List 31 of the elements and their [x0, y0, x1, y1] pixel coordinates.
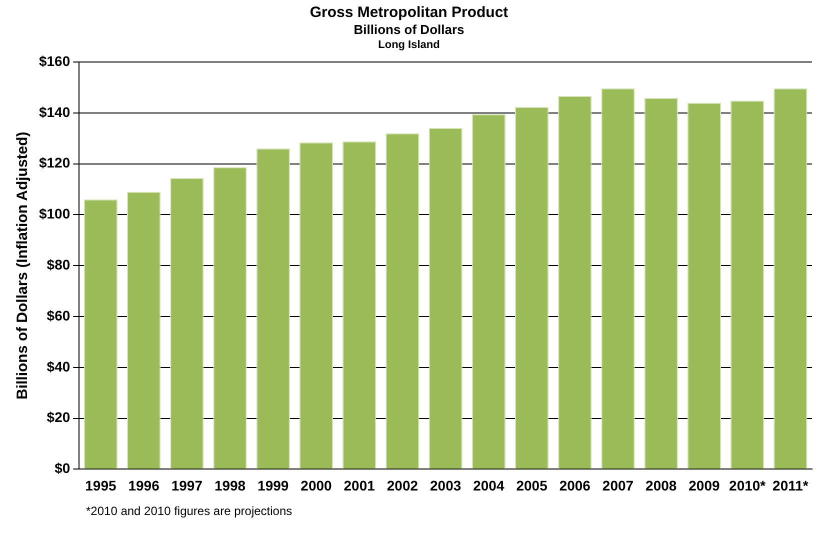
y-tick-label: $80	[46, 256, 70, 272]
x-tick-label: 2008	[646, 477, 677, 494]
y-tick-label: $60	[46, 307, 70, 324]
x-tick-label: 1996	[128, 477, 160, 494]
chart-title: Gross Metropolitan Product	[308, 4, 510, 21]
y-tick-label: $40	[46, 358, 70, 374]
y-tick-label: $160	[38, 52, 70, 69]
x-tick-label: 1999	[258, 477, 289, 494]
x-tick-label: 2003	[430, 477, 462, 494]
y-tick-label: $0	[54, 460, 70, 476]
x-tick-label: 2007	[602, 477, 634, 494]
x-tick-label: 1997	[171, 477, 203, 494]
text: Long Island	[377, 39, 441, 51]
x-tick-label: 2002	[386, 477, 418, 494]
x-tick-label: 2011*	[772, 477, 809, 494]
x-tick-label: 2006	[559, 477, 591, 494]
x-tick-label: 2010*	[729, 477, 766, 494]
chart-subtitle: Billions of Dollars	[352, 22, 466, 37]
y-tick-label: $20	[46, 409, 70, 426]
x-tick-label: 1998	[214, 477, 246, 494]
x-tick-label: 2001	[344, 477, 376, 494]
y-tick-label: $100	[38, 206, 70, 222]
y-tick-label: $140	[38, 104, 70, 120]
x-tick-label: 2000	[300, 477, 332, 494]
x-tick-label: 2004	[473, 477, 504, 494]
text: *2010 and 2010 figures are projections	[86, 503, 292, 519]
y-tick-label: $120	[38, 154, 70, 171]
x-tick-label: 1995	[85, 477, 116, 494]
x-tick-label: 2005	[516, 477, 548, 494]
x-tick-label: 2009	[688, 477, 720, 494]
y-axis-title: Billions of Dollars (Inflation Adjusted)	[14, 132, 32, 400]
